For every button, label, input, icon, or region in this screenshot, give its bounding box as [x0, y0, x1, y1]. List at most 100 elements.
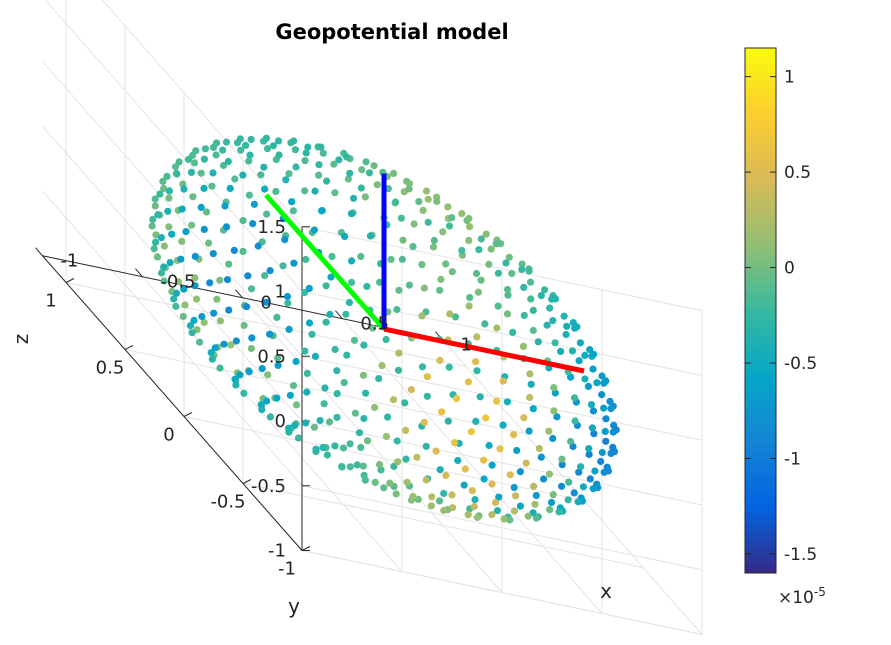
sphere-point — [591, 467, 599, 475]
sphere-point — [191, 159, 199, 167]
sphere-point — [216, 276, 224, 284]
sphere-point — [266, 330, 274, 338]
sphere-point — [203, 208, 211, 216]
sphere-point — [550, 384, 558, 392]
sphere-point — [247, 285, 256, 293]
sphere-point — [160, 263, 168, 271]
sphere-point — [477, 276, 485, 284]
sphere-point — [289, 207, 297, 215]
sphere-point — [600, 404, 608, 412]
sphere-point — [184, 155, 193, 163]
sphere-point — [541, 286, 549, 294]
sphere-point — [191, 252, 199, 260]
sphere-point — [305, 284, 313, 292]
sphere-point — [330, 160, 338, 168]
x-axis-arrow — [383, 326, 585, 374]
sphere-point — [225, 306, 233, 314]
sphere-point — [311, 352, 319, 360]
sphere-point — [346, 463, 354, 471]
sphere-point — [602, 415, 610, 423]
sphere-point — [403, 478, 411, 486]
sphere-point — [157, 234, 165, 242]
sphere-point — [245, 191, 253, 199]
sphere-point — [470, 502, 478, 511]
sphere-point — [391, 198, 400, 206]
sphere-point — [262, 298, 270, 306]
sphere-point — [601, 427, 609, 436]
y-tick-mark — [65, 278, 75, 283]
sphere-point — [200, 225, 208, 233]
sphere-point — [289, 382, 298, 390]
sphere-point — [382, 335, 390, 344]
sphere-point — [303, 388, 311, 396]
sphere-point — [549, 491, 557, 499]
sphere-point — [532, 491, 540, 500]
coordinate-axis-lines — [264, 173, 585, 374]
sphere-point — [281, 236, 289, 244]
sphere-point — [301, 289, 309, 297]
sphere-point — [164, 207, 172, 215]
sphere-point — [377, 466, 385, 474]
colorbar-exponent: ×10-5 — [778, 585, 826, 608]
y-tick-label: 0.5 — [96, 358, 125, 379]
sphere-point — [347, 210, 356, 218]
sphere-point — [495, 493, 503, 501]
sphere-point — [439, 228, 447, 236]
sphere-point — [471, 496, 479, 504]
sphere-point — [564, 496, 572, 504]
sphere-point — [586, 475, 594, 483]
sphere-point — [526, 370, 534, 378]
sphere-point — [440, 489, 448, 497]
sphere-point — [567, 437, 575, 446]
sphere-point — [301, 347, 309, 355]
sphere-point — [190, 316, 198, 324]
sphere-point — [581, 375, 589, 383]
sphere-point — [366, 232, 374, 240]
colorbar-tick-label: -0.5 — [784, 354, 817, 374]
sphere-point — [529, 326, 537, 335]
sphere-point — [286, 391, 294, 399]
sphere-point — [348, 257, 356, 265]
sphere-point — [261, 185, 269, 193]
sphere-point — [340, 379, 348, 387]
sphere-point — [375, 460, 384, 469]
sphere-point — [575, 357, 583, 365]
sphere-point — [508, 269, 516, 278]
sphere-point — [323, 177, 331, 185]
sphere-point — [418, 363, 427, 371]
sphere-point — [477, 235, 485, 243]
sphere-point — [516, 468, 525, 476]
sphere-point — [201, 145, 209, 153]
sphere-point — [323, 451, 331, 459]
sphere-point — [302, 149, 310, 157]
grid-line — [44, 0, 303, 292]
sphere-point — [305, 319, 314, 327]
sphere-point — [494, 302, 502, 310]
sphere-point — [257, 171, 265, 179]
sphere-point — [370, 162, 378, 170]
sphere-point — [174, 278, 182, 286]
sphere-point — [209, 250, 217, 258]
sphere-point — [568, 347, 577, 355]
sphere-point — [532, 514, 541, 522]
colorbar-tick-label: -1 — [784, 449, 801, 469]
sphere-point — [291, 421, 299, 429]
sphere-point — [292, 401, 301, 409]
sphere-point — [527, 380, 535, 388]
sphere-point — [464, 378, 472, 386]
sphere-point — [493, 397, 501, 405]
sphere-point — [225, 260, 233, 268]
sphere-point — [153, 253, 161, 261]
sphere-point — [338, 463, 346, 471]
sphere-point — [423, 373, 431, 381]
sphere-point — [359, 371, 368, 379]
z-tick-label: 1 — [275, 282, 286, 303]
sphere-point — [364, 437, 372, 445]
colorbar-tick-label: 1 — [784, 68, 795, 88]
colorbar[interactable]: 1 0.5 0 -0.5 -1 -1.5 ×10-5 — [744, 47, 826, 608]
sphere-point — [376, 278, 384, 286]
sphere-point — [522, 459, 530, 467]
sphere-point — [208, 355, 216, 363]
sphere-point — [436, 286, 444, 294]
